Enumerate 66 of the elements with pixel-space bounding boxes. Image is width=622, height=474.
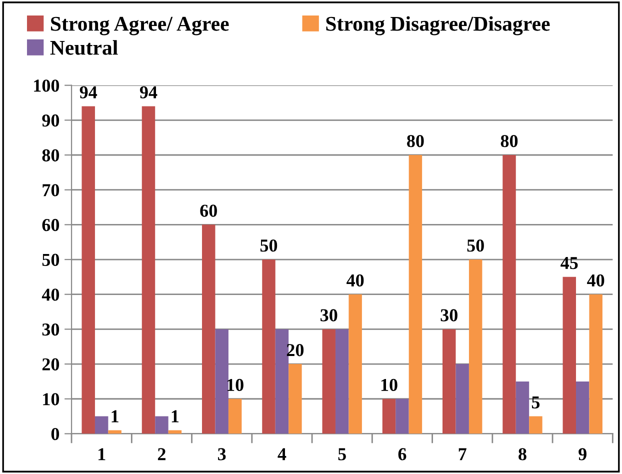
data-label: 5 (532, 396, 540, 408)
bar (322, 329, 336, 434)
bar (202, 224, 216, 434)
x-tick-label: 5 (338, 448, 346, 460)
bar (228, 398, 242, 434)
data-label: 94 (80, 86, 98, 98)
bar (576, 381, 590, 434)
data-label: 50 (260, 239, 278, 252)
x-tick-label: 3 (218, 448, 226, 460)
x-tick-label: 1 (98, 448, 106, 460)
bar (456, 364, 469, 434)
legend-label: Strong Agree/ Agree (51, 16, 229, 36)
data-label: 45 (560, 257, 578, 270)
bar (348, 294, 362, 434)
data-label: 60 (200, 204, 217, 217)
y-tick-label: 90 (42, 114, 60, 127)
y-tick-label: 30 (42, 323, 60, 336)
bar (442, 329, 456, 434)
bar (502, 155, 516, 434)
data-label: 80 (407, 134, 424, 148)
bar (288, 364, 302, 434)
x-tick-label: 2 (158, 448, 166, 460)
y-tick-label: 20 (42, 358, 60, 370)
bar (382, 398, 396, 434)
data-label: 10 (381, 378, 398, 392)
y-tick-label: 80 (42, 149, 60, 162)
data-label: 80 (500, 134, 518, 148)
bar (155, 416, 168, 434)
data-label: 30 (440, 309, 458, 322)
bar (142, 106, 156, 434)
data-label: 50 (467, 239, 484, 252)
bar (215, 329, 228, 434)
bar (468, 260, 482, 434)
bar (168, 430, 182, 434)
bar (262, 260, 276, 434)
bar (562, 276, 576, 434)
bar (94, 416, 108, 434)
y-tick-label: 40 (42, 288, 60, 301)
legend-label: Neutral (50, 40, 118, 55)
bar (335, 329, 349, 434)
x-tick-label: 7 (458, 448, 466, 460)
y-tick-label: 10 (43, 393, 60, 406)
x-tick-label: 4 (278, 448, 286, 460)
data-label: 40 (346, 274, 364, 287)
bar (589, 294, 602, 434)
data-label: 30 (320, 309, 338, 322)
bar (516, 381, 530, 434)
bar (82, 106, 95, 434)
x-tick-label: 6 (398, 448, 406, 460)
legend-label: Strong Disagree/Disagree (326, 16, 550, 36)
x-tick-label: 9 (578, 448, 586, 460)
y-tick-label: 60 (42, 218, 60, 232)
bar (108, 430, 122, 434)
bar (408, 155, 422, 434)
y-tick-label: 100 (34, 80, 60, 92)
y-tick-label: 50 (42, 254, 60, 266)
bar (275, 329, 289, 434)
y-tick-label: 70 (42, 184, 60, 196)
data-label: 94 (140, 86, 158, 98)
data-label: 40 (587, 274, 604, 287)
bar (529, 416, 542, 434)
data-label: 1 (112, 410, 118, 422)
x-tick-label: 8 (518, 448, 526, 460)
data-label: 1 (172, 410, 179, 422)
y-tick-label: 0 (51, 428, 60, 440)
bar (396, 398, 409, 434)
